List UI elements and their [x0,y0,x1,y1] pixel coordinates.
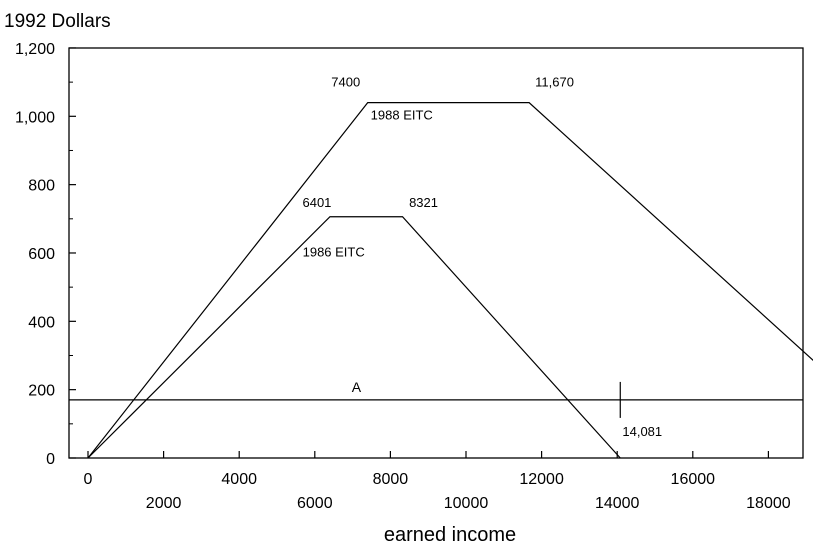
annotation-label: 8321 [409,195,438,210]
y-tick-label: 800 [28,178,55,195]
x-tick-label: 12000 [519,471,564,488]
annotation-label: 6401 [302,195,331,210]
annotation-layer: 7400 11,670 1988 EITC 6401 8321 1986 EITC 14,0… [302,75,662,439]
x-tick-label: 18000 [746,495,791,512]
annotation-label: 7400 [331,75,360,90]
y-tick-label: 400 [28,314,55,331]
annotation-label: 1988 EITC [371,108,433,123]
x-tick-label: 14000 [595,495,640,512]
x-axis-ticks: 0400080001200016000200002400020006000100… [84,451,791,512]
annotation-label: 14,081 [622,424,662,439]
x-tick-label: 10000 [444,495,489,512]
x-tick-label: 16000 [671,471,716,488]
y-tick-label: 1,000 [15,109,55,126]
series-layer [87,102,813,459]
series-line [87,216,621,459]
x-tick-label: 2000 [146,495,182,512]
y-tick-label: 1,200 [15,41,55,58]
y-axis-ticks: 0 200 400 600 800 1,000 1,200 [15,41,76,468]
x-tick-label: 6000 [297,495,333,512]
y-axis-label: 1992 Dollars [4,11,111,32]
annotation-label: 1986 EITC [303,244,365,259]
series-line [87,102,813,459]
region-label: A [352,379,362,395]
x-tick-label: 0 [84,471,93,488]
y-tick-label: 200 [28,383,55,400]
y-tick-label: 0 [46,451,55,468]
reference-line-layer: ABC [69,379,803,418]
x-axis-label: earned income [384,524,516,545]
x-tick-label: 8000 [373,471,409,488]
x-tick-label: 4000 [221,471,257,488]
annotation-label: 11,670 [535,75,574,90]
y-tick-label: 600 [28,246,55,263]
